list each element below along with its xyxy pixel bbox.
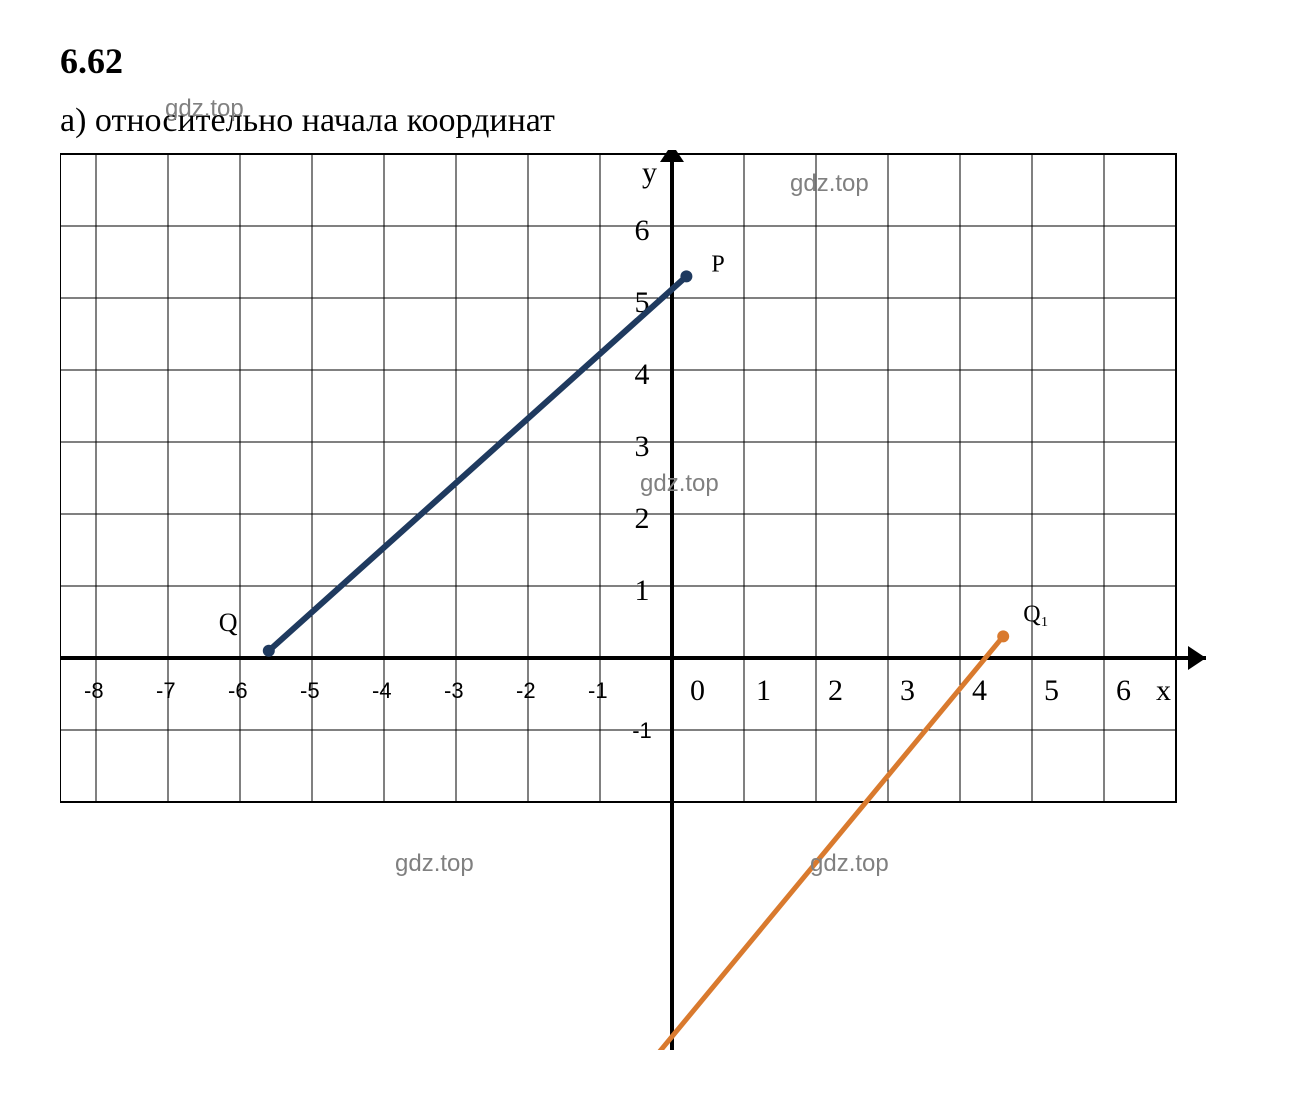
header-number: 6.62 [60,40,1239,82]
x-tick-label: 4 [972,674,987,707]
segment-PQ [269,276,687,650]
x-tick-label: 2 [828,674,843,707]
x-tick-label: 5 [1044,674,1059,707]
y-tick-label: -1 [632,718,652,743]
y-tick-label: 6 [635,214,650,247]
point-label-P: P [711,251,724,277]
y-axis-arrow [660,150,684,162]
x-axis-arrow [1188,646,1206,670]
x-tick-label: -1 [588,678,608,703]
point-P [680,270,692,282]
x-tick-label: -8 [84,678,104,703]
point-label-Q: Q [219,608,238,637]
x-axis-label: x [1156,674,1171,707]
x-tick-label: 1 [756,674,771,707]
grid-border [60,154,1176,802]
x-tick-label: 0 [690,674,705,707]
y-axis-label: y [642,156,657,189]
subtitle: а) относительно начала координат [60,102,1239,140]
y-tick-label: 1 [635,574,650,607]
x-tick-label: -2 [516,678,536,703]
chart-wrapper: yx-8-7-6-5-4-3-2-10123456123456-1PQQ₁ [60,150,1239,1050]
x-tick-label: -6 [228,678,248,703]
point-Q1 [997,630,1009,642]
y-tick-label: 2 [635,502,650,535]
x-tick-label: -5 [300,678,320,703]
y-tick-label: 3 [635,430,650,463]
point-Q [263,645,275,657]
x-tick-label: 3 [900,674,915,707]
y-tick-label: 4 [635,358,650,391]
point-label-Q1: Q₁ [1023,601,1049,627]
coordinate-chart: yx-8-7-6-5-4-3-2-10123456123456-1PQQ₁ [60,150,1240,1050]
x-tick-label: -7 [156,678,176,703]
x-tick-label: -4 [372,678,392,703]
x-tick-label: 6 [1116,674,1131,707]
x-tick-label: -3 [444,678,464,703]
